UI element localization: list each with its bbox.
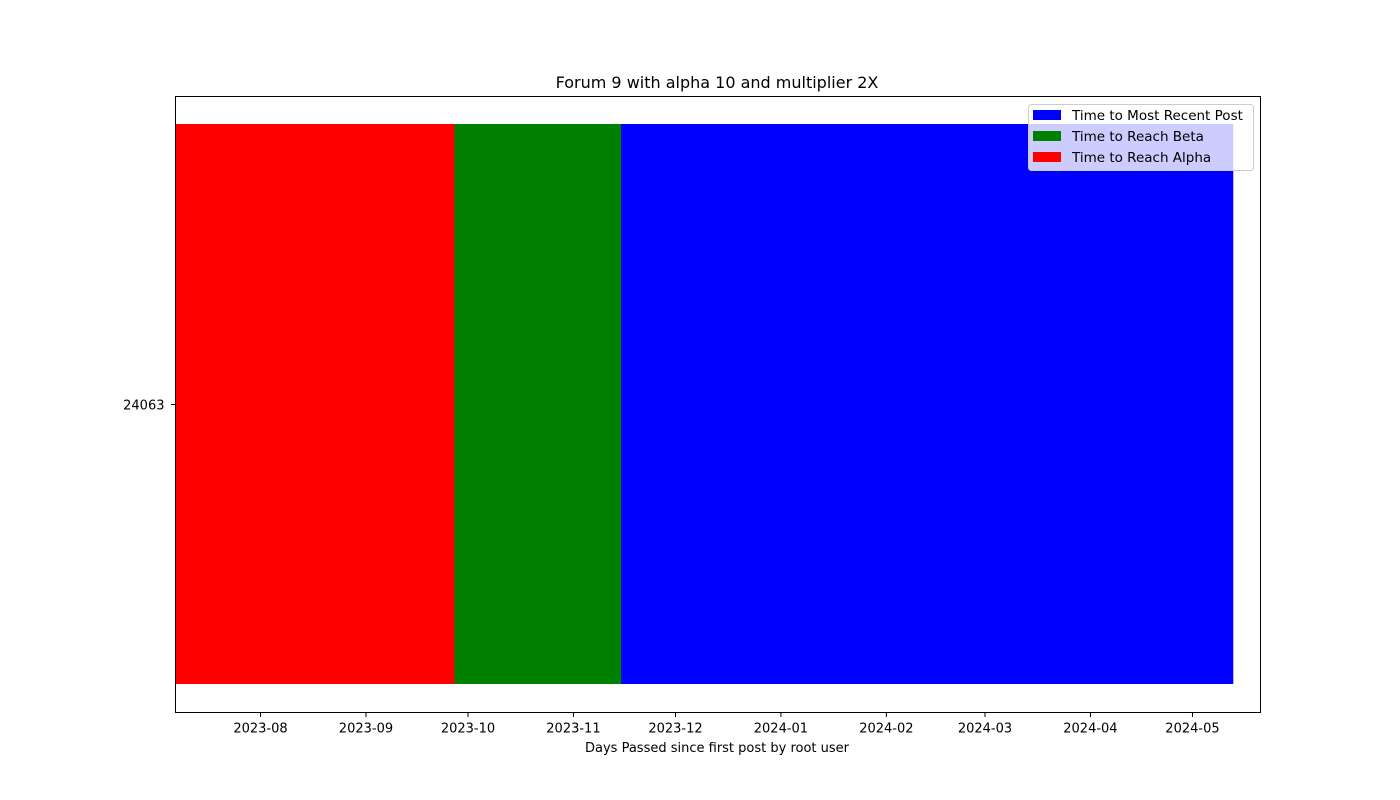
legend-swatch-0 xyxy=(1033,110,1061,120)
bars-group xyxy=(175,124,1234,684)
bar-time-to-reach-alpha-0 xyxy=(175,124,455,684)
legend-swatch-1 xyxy=(1033,131,1061,141)
x-tick-label: 2024-02 xyxy=(859,722,913,737)
x-tick-label: 2024-04 xyxy=(1063,722,1117,737)
x-tick-label: 2023-09 xyxy=(339,722,393,737)
x-tick-label: 2024-03 xyxy=(958,722,1012,737)
x-axis: 2023-08 2023-09 2023-10 2023-11 2023-12 2024-… xyxy=(233,712,1220,737)
x-tick-label: 2023-11 xyxy=(546,722,600,737)
x-tick-label: 2024-05 xyxy=(1165,722,1219,737)
legend-label-2: Time to Reach Alpha xyxy=(1071,150,1211,166)
chart-title: Forum 9 with alpha 10 and multiplier 2X xyxy=(556,73,879,92)
legend: Time to Most Recent Post Time to Reach Be… xyxy=(1028,104,1254,171)
x-tick-label: 2023-10 xyxy=(441,722,495,737)
x-axis-label: Days Passed since first post by root use… xyxy=(585,741,850,756)
y-tick-label: 24063 xyxy=(123,399,164,414)
legend-label-1: Time to Reach Beta xyxy=(1071,129,1204,145)
x-tick-label: 2023-12 xyxy=(648,722,702,737)
x-tick-label: 2023-08 xyxy=(233,722,287,737)
x-tick-label: 2024-01 xyxy=(754,722,808,737)
legend-label-0: Time to Most Recent Post xyxy=(1071,108,1243,124)
legend-swatch-2 xyxy=(1033,152,1061,162)
y-axis: 24063 xyxy=(123,399,176,414)
legend-box xyxy=(1028,104,1254,171)
